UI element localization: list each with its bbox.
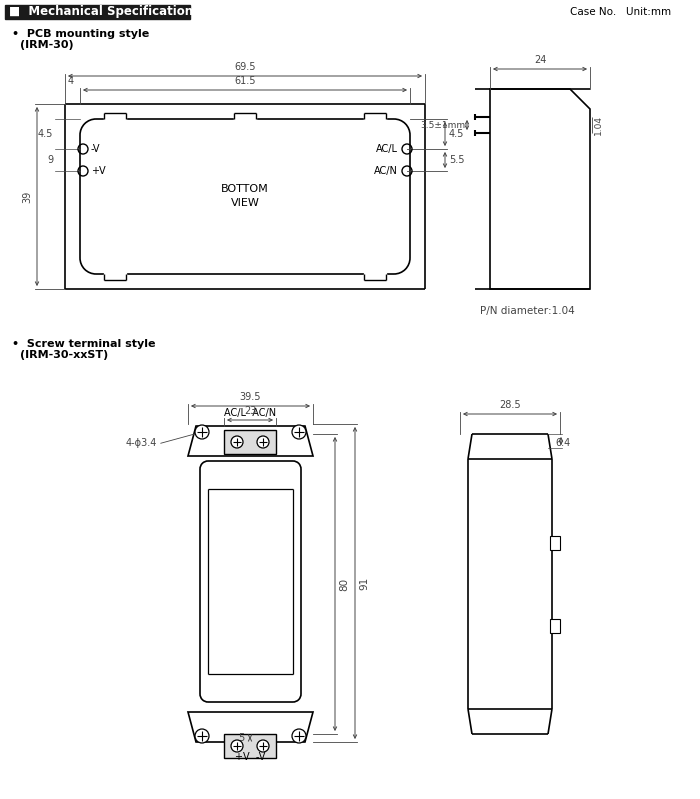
Text: 9: 9 (47, 155, 53, 165)
Text: Case No.   Unit:mm: Case No. Unit:mm (570, 7, 671, 17)
Bar (364, 273, 386, 281)
Text: 5.5: 5.5 (449, 155, 465, 165)
Text: 23: 23 (244, 406, 256, 416)
Text: -V: -V (91, 144, 101, 154)
Bar (104, 273, 126, 281)
Bar (224, 734, 276, 758)
Text: +V: +V (91, 166, 106, 176)
Text: 5: 5 (238, 733, 244, 743)
Text: 4.5: 4.5 (38, 129, 53, 139)
Circle shape (257, 436, 269, 448)
Bar (5, 5, 190, 19)
Circle shape (231, 740, 243, 752)
Circle shape (257, 740, 269, 752)
Bar (234, 112, 256, 120)
Bar (224, 430, 276, 454)
Text: AC/L: AC/L (376, 144, 398, 154)
Text: 39.5: 39.5 (239, 392, 261, 402)
Circle shape (195, 425, 209, 439)
Circle shape (292, 425, 306, 439)
Text: 4.5: 4.5 (449, 129, 464, 139)
Text: •  PCB mounting style: • PCB mounting style (12, 29, 149, 39)
Text: AC/N: AC/N (374, 166, 398, 176)
Text: (IRM-30-xxST): (IRM-30-xxST) (20, 350, 108, 360)
Circle shape (292, 729, 306, 743)
Text: ■  Mechanical Specification: ■ Mechanical Specification (9, 6, 193, 18)
Text: •  Screw terminal style: • Screw terminal style (12, 339, 155, 349)
Bar (550, 536, 560, 550)
Text: 39: 39 (22, 190, 32, 203)
Text: P/N diameter:1.04: P/N diameter:1.04 (480, 306, 575, 316)
Text: 61.5: 61.5 (234, 76, 255, 86)
Text: AC/L  AC/N: AC/L AC/N (224, 408, 276, 418)
Text: 4-ϕ3.4: 4-ϕ3.4 (126, 438, 158, 448)
Text: 3.5±1mm: 3.5±1mm (420, 121, 465, 129)
Bar (104, 112, 126, 120)
Text: 28.5: 28.5 (499, 400, 521, 410)
Text: VIEW: VIEW (230, 198, 260, 208)
Text: 6.4: 6.4 (555, 438, 570, 448)
Text: 24: 24 (534, 55, 546, 65)
Text: 4: 4 (68, 76, 74, 86)
Text: 91: 91 (359, 576, 369, 590)
Circle shape (195, 729, 209, 743)
Circle shape (231, 436, 243, 448)
Text: BOTTOM: BOTTOM (221, 184, 269, 194)
Text: +V  -V: +V -V (234, 752, 265, 762)
Bar (364, 112, 386, 120)
Bar (550, 619, 560, 633)
Text: (IRM-30): (IRM-30) (20, 40, 74, 50)
Text: 80: 80 (339, 578, 349, 590)
Text: 69.5: 69.5 (234, 62, 255, 72)
Text: 1.04: 1.04 (594, 115, 603, 135)
